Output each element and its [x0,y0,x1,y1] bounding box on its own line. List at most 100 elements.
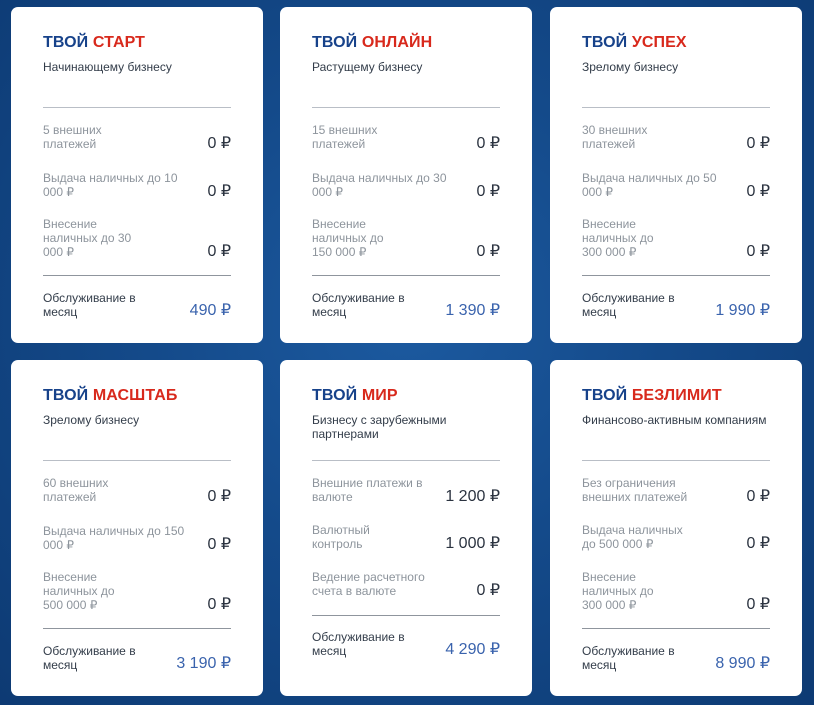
divider [312,460,500,461]
tariff-title: ТВОЙ УСПЕХ [582,33,770,53]
feature-value: 0 ₽ [746,183,770,200]
title-prefix: ТВОЙ [312,34,358,51]
divider [582,460,770,461]
feature-value: 1 200 ₽ [445,488,500,505]
feature-row: Без ограничения внешних платежей 0 ₽ [582,476,770,505]
feature-value: 0 ₽ [476,135,500,152]
title-prefix: ТВОЙ [43,387,89,404]
title-name: МАСШТАБ [92,387,178,404]
tariff-card-bezlimit[interactable]: ТВОЙ БЕЗЛИМИТ Финансово-активным компани… [550,360,802,696]
feature-value: 0 ₽ [207,135,231,152]
feature-label: Валютный контроль [312,523,370,551]
feature-label: Внесение наличных до 300 000 ₽ [582,217,654,259]
title-prefix: ТВОЙ [312,387,358,404]
divider [582,628,770,629]
fee-value: 4 290 ₽ [445,641,500,658]
tariff-title: ТВОЙ БЕЗЛИМИТ [582,386,770,406]
feature-label: Выдача наличных до 150 000 ₽ [43,524,185,552]
divider [43,460,231,461]
tariff-subtitle: Растущему бизнесу [312,60,423,74]
monthly-fee: Обслуживание в месяц 490 ₽ [43,291,231,319]
monthly-fee: Обслуживание в месяц 8 990 ₽ [582,644,770,672]
feature-row: Ведение расчетного счета в валюте 0 ₽ [312,570,500,599]
divider [582,107,770,108]
feature-row: Выдача наличных до 500 000 ₽ 0 ₽ [582,523,770,552]
divider [43,628,231,629]
feature-row: Внесение наличных до 500 000 ₽ 0 ₽ [43,570,231,613]
feature-label: Внешние платежи в валюте [312,476,423,504]
tariff-subtitle: Зрелому бизнесу [43,413,140,427]
feature-row: Внесение наличных до 150 000 ₽ 0 ₽ [312,217,500,260]
tariff-title: ТВОЙ МАСШТАБ [43,386,231,406]
feature-label: Выдача наличных до 500 000 ₽ [582,523,683,551]
feature-row: Внесение наличных до 300 000 ₽ 0 ₽ [582,570,770,613]
feature-label: Внесение наличных до 30 000 ₽ [43,217,132,259]
monthly-fee: Обслуживание в месяц 1 990 ₽ [582,291,770,319]
feature-label: 30 внешних платежей [582,123,648,151]
fee-value: 490 ₽ [189,302,231,319]
fee-label: Обслуживание в месяц [43,291,136,319]
divider [312,275,500,276]
feature-label: Ведение расчетного счета в валюте [312,570,425,598]
fee-label: Обслуживание в месяц [312,630,405,658]
tariff-title: ТВОЙ СТАРТ [43,33,231,53]
title-name: УСПЕХ [631,34,687,51]
feature-label: Внесение наличных до 150 000 ₽ [312,217,384,259]
title-prefix: ТВОЙ [582,387,628,404]
feature-row: Выдача наличных до 50 000 ₽ 0 ₽ [582,171,770,200]
title-name: ОНЛАЙН [361,34,433,51]
monthly-fee: Обслуживание в месяц 3 190 ₽ [43,644,231,672]
feature-value: 0 ₽ [207,596,231,613]
monthly-fee: Обслуживание в месяц 1 390 ₽ [312,291,500,319]
monthly-fee: Обслуживание в месяц 4 290 ₽ [312,630,500,658]
tariff-subtitle: Зрелому бизнесу [582,60,679,74]
divider [312,107,500,108]
feature-label: 15 внешних платежей [312,123,378,151]
feature-value: 0 ₽ [476,243,500,260]
feature-label: Без ограничения внешних платежей [582,476,688,504]
feature-value: 0 ₽ [207,183,231,200]
feature-row: Внешние платежи в валюте 1 200 ₽ [312,476,500,505]
feature-label: 60 внешних платежей [43,476,109,504]
tariff-subtitle: Бизнесу с зарубежными партнерами [312,413,447,441]
fee-label: Обслуживание в месяц [582,291,675,319]
divider [312,615,500,616]
divider [43,275,231,276]
feature-value: 0 ₽ [476,183,500,200]
feature-row: Выдача наличных до 150 000 ₽ 0 ₽ [43,524,231,553]
tariff-title: ТВОЙ ОНЛАЙН [312,33,500,53]
feature-row: 30 внешних платежей 0 ₽ [582,123,770,152]
feature-label: Выдача наличных до 30 000 ₽ [312,171,447,199]
feature-row: Выдача наличных до 10 000 ₽ 0 ₽ [43,171,231,200]
feature-label: Внесение наличных до 300 000 ₽ [582,570,654,612]
tariff-card-masshtab[interactable]: ТВОЙ МАСШТАБ Зрелому бизнесу 60 внешних … [11,360,263,696]
feature-row: Внесение наличных до 30 000 ₽ 0 ₽ [43,217,231,260]
feature-value: 0 ₽ [746,488,770,505]
title-name: МИР [361,387,398,404]
tariff-subtitle: Начинающему бизнесу [43,60,172,74]
title-name: БЕЗЛИМИТ [631,387,722,404]
tariff-card-online[interactable]: ТВОЙ ОНЛАЙН Растущему бизнесу 15 внешних… [280,7,532,343]
title-prefix: ТВОЙ [582,34,628,51]
feature-row: Выдача наличных до 30 000 ₽ 0 ₽ [312,171,500,200]
fee-value: 1 390 ₽ [445,302,500,319]
feature-value: 0 ₽ [207,243,231,260]
divider [582,275,770,276]
tariff-title: ТВОЙ МИР [312,386,500,406]
fee-label: Обслуживание в месяц [582,644,675,672]
title-name: СТАРТ [92,34,146,51]
title-prefix: ТВОЙ [43,34,89,51]
feature-value: 0 ₽ [207,536,231,553]
divider [43,107,231,108]
tariff-card-mir[interactable]: ТВОЙ МИР Бизнесу с зарубежными партнерам… [280,360,532,696]
tariff-card-uspekh[interactable]: ТВОЙ УСПЕХ Зрелому бизнесу 30 внешних пл… [550,7,802,343]
feature-label: Внесение наличных до 500 000 ₽ [43,570,115,612]
feature-label: Выдача наличных до 10 000 ₽ [43,171,178,199]
feature-value: 0 ₽ [746,243,770,260]
feature-label: 5 внешних платежей [43,123,102,151]
feature-row: 15 внешних платежей 0 ₽ [312,123,500,152]
feature-value: 0 ₽ [476,582,500,599]
feature-label: Выдача наличных до 50 000 ₽ [582,171,717,199]
tariff-card-start[interactable]: ТВОЙ СТАРТ Начинающему бизнесу 5 внешних… [11,7,263,343]
feature-row: Валютный контроль 1 000 ₽ [312,523,500,552]
